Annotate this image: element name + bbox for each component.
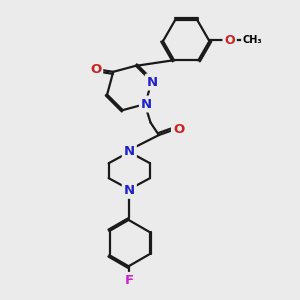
Text: O: O bbox=[173, 123, 184, 136]
Text: N: N bbox=[124, 145, 135, 158]
Text: O: O bbox=[224, 34, 235, 47]
Text: CH₃: CH₃ bbox=[243, 35, 262, 45]
Text: N: N bbox=[141, 98, 152, 110]
Text: N: N bbox=[124, 184, 135, 197]
Text: N: N bbox=[147, 76, 158, 88]
Text: O: O bbox=[90, 63, 101, 76]
Text: F: F bbox=[125, 274, 134, 287]
